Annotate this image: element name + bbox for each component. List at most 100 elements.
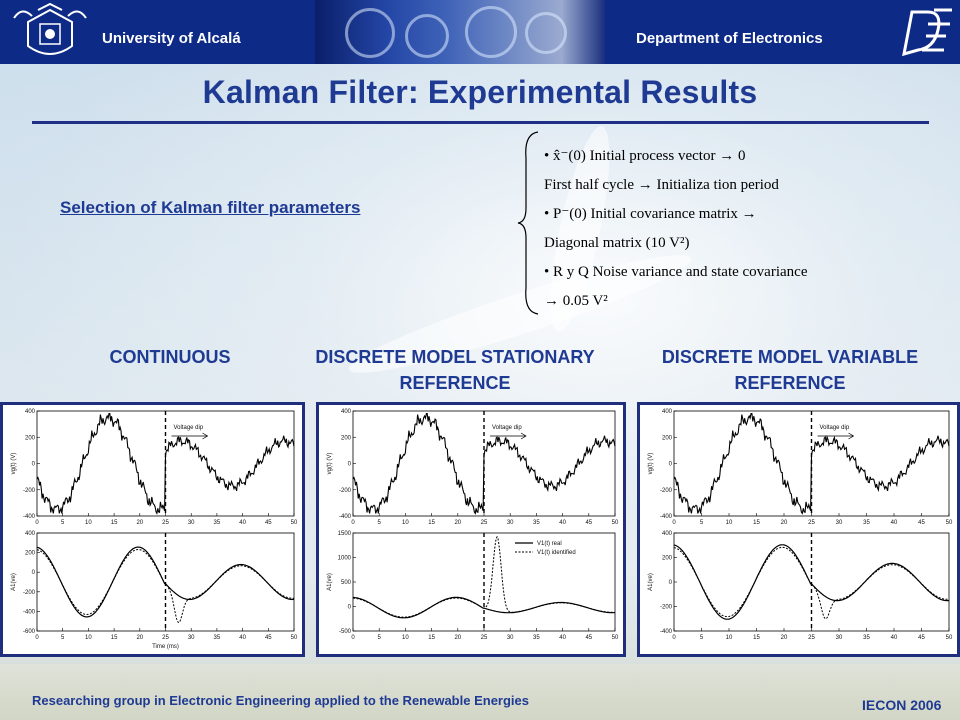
x-tick-label: 20 — [136, 520, 143, 526]
x-tick-label: 15 — [111, 635, 118, 641]
voltage-dip-arrow-icon — [490, 432, 527, 440]
y-tick-label: 400 — [662, 531, 673, 537]
y-tick-label: 1500 — [338, 531, 352, 537]
y-axis-label: vg(t) (V) — [648, 453, 654, 475]
y-axis-label: A1(ve) — [327, 573, 333, 591]
y-tick-label: 200 — [662, 435, 673, 441]
plot-panel-continuous: -400 -200 0 200 400 0 5 10 15 20 25 30 35 40 45 50 vg(t)… — [0, 402, 305, 657]
legend-label-real: V1(t) real — [537, 541, 562, 547]
x-tick-label: 15 — [111, 520, 118, 526]
identified-amplitude-trace — [36, 548, 294, 624]
x-tick-label: 5 — [61, 520, 65, 526]
y-axis-label: A1(ve) — [648, 573, 654, 591]
footer-conference: IECON 2006 — [862, 697, 942, 713]
y-tick-label: -500 — [339, 629, 352, 635]
plot-panel-discrete-stationary: -400 -200 0 200 400 0 5 10 15 20 25 30 35 40 45 50 vg(t)… — [316, 402, 626, 657]
x-tick-label: 35 — [214, 520, 221, 526]
header-university: University of Alcalá — [102, 30, 241, 47]
x-tick-label: 0 — [351, 635, 355, 641]
x-tick-label: 0 — [672, 635, 676, 641]
selection-parameters-link[interactable]: Selection of Kalman filter parameters — [60, 198, 361, 217]
parameter-line: → 0.05 V² — [544, 293, 608, 309]
x-tick-label: 25 — [162, 520, 169, 526]
y-tick-label: 0 — [669, 580, 673, 586]
x-tick-label: 10 — [85, 635, 92, 641]
y-tick-label: 0 — [32, 462, 36, 468]
x-tick-label: 35 — [214, 635, 221, 641]
x-tick-label: 50 — [946, 635, 953, 641]
y-tick-label: -400 — [660, 629, 673, 635]
slide-title: Kalman Filter: Experimental Results — [202, 74, 758, 110]
y-tick-label: -400 — [660, 514, 673, 520]
voltage-dip-arrow-icon — [171, 432, 209, 440]
y-tick-label: -400 — [339, 514, 352, 520]
y-tick-label: 400 — [25, 409, 36, 415]
voltage-dip-arrow-icon — [817, 432, 855, 440]
y-axis-label: vg(t) (V) — [11, 453, 17, 475]
identified-amplitude-trace — [352, 535, 616, 618]
x-tick-label: 25 — [808, 520, 815, 526]
header-banner-image — [315, 0, 605, 64]
section-title-discrete-stationary: DISCRETE MODEL STATIONARY REFERENCE — [315, 347, 595, 393]
x-tick-label: 45 — [265, 635, 272, 641]
y-tick-label: -200 — [660, 605, 673, 611]
x-tick-label: 10 — [85, 520, 92, 526]
y-tick-label: 200 — [341, 435, 352, 441]
x-tick-label: 50 — [291, 520, 298, 526]
y-tick-label: -200 — [660, 488, 673, 494]
footer-band — [0, 657, 960, 720]
x-tick-label: 5 — [700, 520, 704, 526]
x-tick-label: 20 — [136, 635, 143, 641]
identified-amplitude-trace — [673, 546, 950, 620]
x-tick-label: 10 — [726, 520, 733, 526]
x-tick-label: 25 — [481, 520, 488, 526]
x-tick-label: 25 — [808, 635, 815, 641]
x-tick-label: 20 — [781, 520, 788, 526]
x-tick-label: 15 — [753, 635, 760, 641]
x-tick-label: 30 — [507, 520, 514, 526]
x-tick-label: 20 — [781, 635, 788, 641]
parameter-line: First half cycle → Initializa tion perio… — [544, 177, 779, 193]
y-tick-label: -200 — [23, 590, 36, 596]
x-axis-label: Time (ms) — [152, 644, 179, 650]
parameter-line: Diagonal matrix (10 V²) — [544, 235, 690, 251]
y-tick-label: -400 — [23, 514, 36, 520]
y-axis-label: A1(ve) — [11, 573, 17, 591]
footer-group-name: Researching group in Electronic Engineer… — [32, 693, 529, 708]
section-title-continuous: CONTINUOUS — [109, 347, 231, 367]
x-tick-label: 15 — [428, 520, 435, 526]
y-tick-label: 400 — [25, 531, 36, 537]
x-tick-label: 50 — [946, 520, 953, 526]
x-tick-label: 45 — [265, 520, 272, 526]
x-tick-label: 30 — [188, 520, 195, 526]
x-tick-label: 30 — [836, 520, 843, 526]
parameter-line: • R y Q Noise variance and state covaria… — [544, 264, 808, 280]
x-tick-label: 25 — [481, 635, 488, 641]
x-tick-label: 35 — [863, 520, 870, 526]
voltage-dip-label: Voltage dip — [492, 425, 522, 431]
x-tick-label: 50 — [291, 635, 298, 641]
x-tick-label: 10 — [402, 520, 409, 526]
x-tick-label: 45 — [585, 635, 592, 641]
x-tick-label: 25 — [162, 635, 169, 641]
x-tick-label: 40 — [891, 635, 898, 641]
x-tick-label: 0 — [35, 520, 39, 526]
y-tick-label: 400 — [662, 409, 673, 415]
parameter-line: • P⁻(0) Initial covariance matrix → — [544, 206, 757, 222]
parameter-line: • x̂⁻(0) Initial process vector → 0 — [544, 148, 746, 164]
plot-panel-discrete-variable: -400 -200 0 200 400 0 5 10 15 20 25 30 35 40 45 50 vg(t)… — [637, 402, 960, 657]
x-tick-label: 20 — [454, 635, 461, 641]
y-tick-label: 0 — [32, 570, 36, 576]
university-crest-icon — [13, 2, 87, 55]
x-tick-label: 5 — [61, 635, 65, 641]
x-tick-label: 30 — [507, 635, 514, 641]
x-tick-label: 20 — [454, 520, 461, 526]
legend-label-identified: V1(t) identified — [537, 550, 576, 556]
y-tick-label: 400 — [341, 409, 352, 415]
header-department: Department of Electronics — [636, 30, 823, 47]
y-tick-label: -600 — [23, 629, 36, 635]
x-tick-label: 45 — [585, 520, 592, 526]
x-tick-label: 5 — [700, 635, 704, 641]
